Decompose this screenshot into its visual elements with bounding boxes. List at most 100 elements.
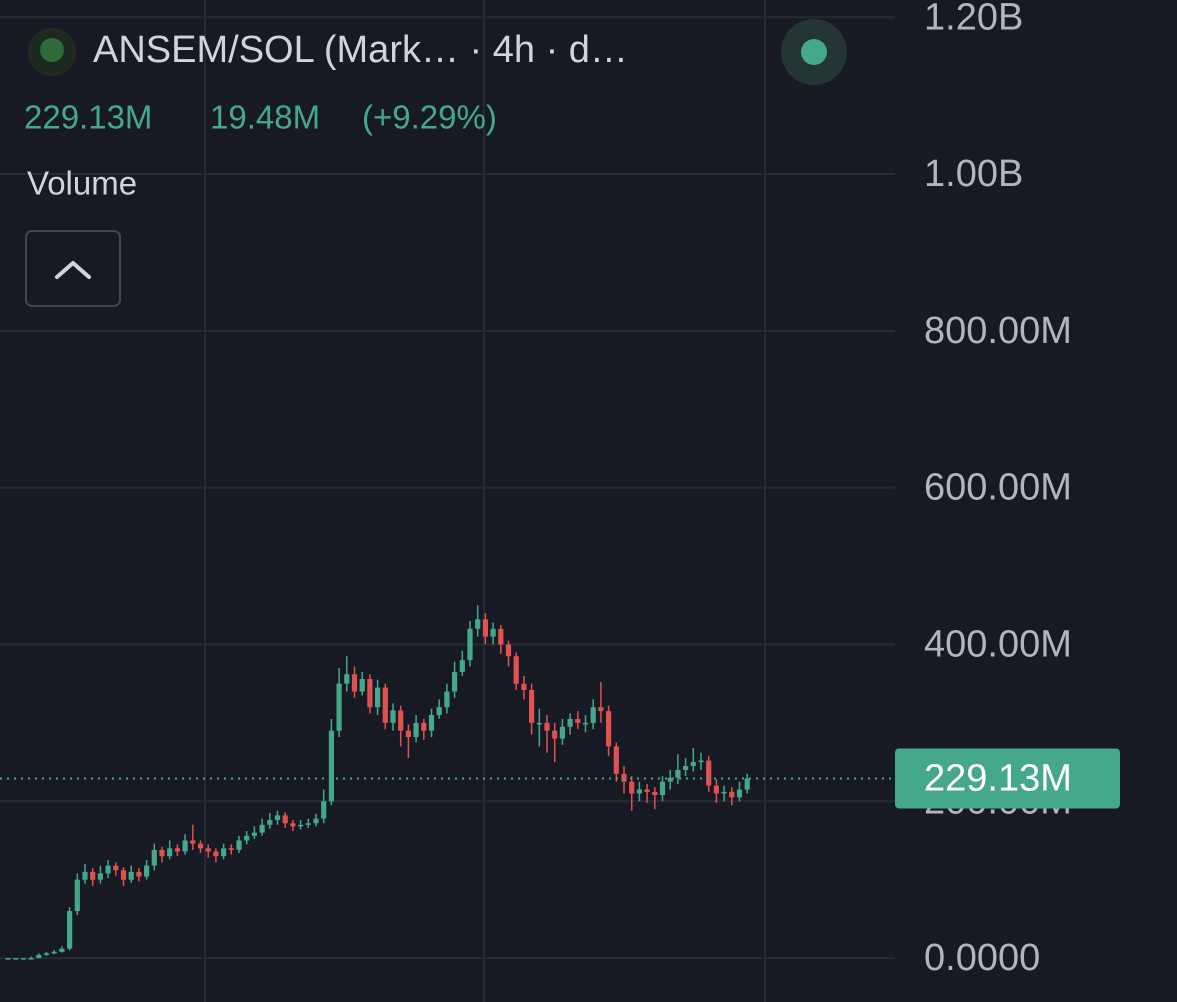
- candle-body: [182, 840, 188, 852]
- candle-body: [59, 948, 65, 952]
- candle-body: [67, 911, 73, 949]
- candle-body: [467, 628, 473, 661]
- candle-body: [282, 815, 288, 824]
- indicator-label: Volume: [27, 165, 137, 202]
- candle-body: [97, 873, 103, 880]
- symbol-title[interactable]: ANSEM/SOL (Mark… · 4h · d…: [93, 29, 628, 71]
- candle-body: [521, 683, 527, 690]
- last-price-header: 229.13M: [24, 99, 152, 136]
- candle-body: [659, 781, 666, 796]
- candle-body: [567, 718, 573, 727]
- candle-body: [236, 840, 242, 850]
- candle-body: [428, 715, 435, 731]
- candle-body: [274, 815, 281, 821]
- candle-body: [144, 865, 150, 877]
- candle-body: [405, 730, 411, 737]
- candle-body: [613, 746, 619, 774]
- y-tick-label: 1.20B: [924, 0, 1023, 38]
- candle-body: [606, 711, 612, 747]
- candle-body: [259, 824, 265, 833]
- change-pct: (+9.29%): [362, 99, 497, 136]
- candle-body: [36, 954, 42, 959]
- candle-body: [344, 674, 350, 684]
- candle-body: [683, 766, 689, 770]
- candle-body: [321, 801, 327, 819]
- candle-body: [244, 835, 250, 841]
- candle-body: [513, 656, 519, 684]
- candle-body: [706, 760, 712, 786]
- candle-body: [590, 707, 596, 723]
- status-dot: [801, 39, 827, 65]
- candle-body: [351, 674, 358, 692]
- candle-body: [436, 707, 442, 716]
- candle-body: [151, 849, 157, 866]
- candle-body: [205, 848, 211, 852]
- candle-body: [559, 726, 565, 739]
- candle-body: [421, 722, 427, 731]
- candle-body: [667, 777, 673, 782]
- last-price-box: [895, 748, 1120, 809]
- candle-body: [359, 678, 365, 692]
- candle-body: [582, 722, 589, 725]
- candle-body: [251, 832, 257, 836]
- candle-body: [398, 710, 404, 731]
- candle-body: [736, 789, 743, 798]
- candle-body: [675, 769, 681, 778]
- candle-body: [267, 820, 273, 825]
- candle-body: [375, 687, 381, 708]
- candle-body: [544, 722, 550, 731]
- candle-body: [698, 760, 704, 763]
- candle-body: [28, 958, 34, 960]
- candle-body: [729, 791, 735, 798]
- candle-body: [313, 818, 319, 824]
- candle-body: [636, 789, 642, 794]
- candle-body: [367, 678, 373, 708]
- candle-body: [390, 710, 396, 723]
- chevron-icon: [55, 261, 91, 279]
- candle-body: [174, 848, 180, 852]
- candle-body: [598, 707, 604, 712]
- y-tick-label: 0.0000: [924, 937, 1040, 979]
- candle-body: [413, 722, 419, 737]
- candle-body: [444, 691, 450, 708]
- candle-body: [629, 781, 635, 794]
- candle-body: [20, 958, 26, 960]
- candle-body: [713, 785, 719, 794]
- candle-body: [43, 953, 50, 955]
- candle-body: [490, 628, 496, 637]
- collapse-button[interactable]: [25, 230, 121, 307]
- candle-body: [51, 951, 57, 954]
- y-tick-label: 600.00M: [924, 467, 1072, 509]
- candle-body: [167, 848, 173, 857]
- grid: [0, 0, 895, 1002]
- candle-body: [505, 644, 512, 657]
- symbol-icon-detail: [40, 38, 64, 62]
- candle-body: [74, 879, 80, 912]
- change: 19.48M: [210, 99, 320, 136]
- candle-body: [529, 689, 535, 723]
- y-tick-label: 1.00B: [924, 153, 1023, 195]
- candle-body: [536, 722, 542, 725]
- candle-body: [190, 840, 196, 844]
- candle-body: [459, 660, 465, 672]
- candle-body: [228, 848, 234, 850]
- candle-body: [336, 683, 342, 731]
- candle-body: [120, 870, 127, 880]
- candle-body: [82, 871, 88, 880]
- candle-body: [13, 958, 19, 960]
- candle-body: [298, 824, 304, 827]
- candle-body: [644, 789, 650, 792]
- candle-body: [105, 865, 111, 874]
- last-price-label: 229.13M: [924, 757, 1072, 799]
- candle-body: [498, 628, 504, 645]
- candle-body: [5, 958, 11, 960]
- candle-body: [452, 671, 458, 692]
- candle-body: [652, 791, 658, 796]
- candle-body: [159, 849, 165, 857]
- candle-body: [128, 871, 134, 880]
- candle-body: [136, 871, 142, 877]
- candle-body: [197, 843, 204, 849]
- candle-body: [382, 687, 388, 723]
